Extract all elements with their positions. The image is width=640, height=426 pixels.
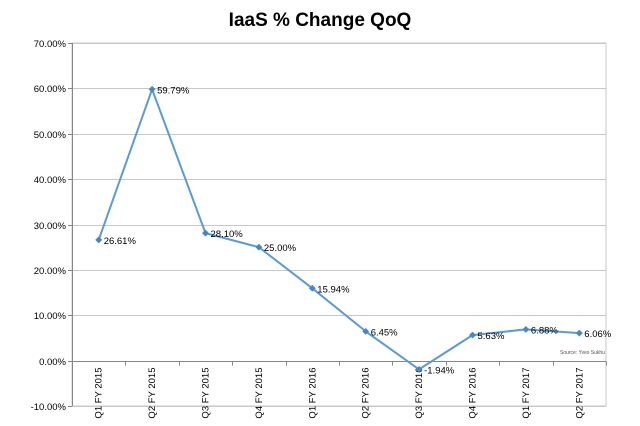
x-category-label: Q1 FY 2015 — [94, 368, 105, 419]
chart-title: IaaS % Change QoQ — [229, 10, 412, 31]
series-line — [97, 88, 580, 371]
y-tick-label: 40.00% — [34, 175, 67, 186]
x-category-label: Q3 FY 2015 — [201, 368, 212, 419]
axes: 70.00% 60.00% 50.00% 40.00% 30.00% 20.00% 10.0… — [31, 39, 607, 419]
y-tick-label: 50.00% — [34, 130, 67, 141]
y-tick-label: 60.00% — [34, 84, 67, 95]
data-label: 25.00% — [264, 243, 297, 254]
data-label: 28.10% — [211, 229, 244, 240]
series-line-group — [97, 88, 580, 371]
gridlines — [71, 42, 607, 407]
data-labels: 26.61% 59.79% 28.10% 25.00% 15.94% 6.45% -1.94… — [104, 85, 612, 376]
x-category-label: Q1 FY 2016 — [307, 368, 318, 419]
data-label: -1.94% — [424, 365, 455, 376]
data-label: 6.45% — [371, 327, 398, 338]
data-label: 26.61% — [104, 236, 137, 247]
data-point-marker — [522, 325, 530, 333]
data-point-marker — [95, 236, 103, 244]
data-label: 59.79% — [157, 85, 190, 96]
data-point-marker — [362, 327, 370, 335]
x-category-label: Q1 FY 2017 — [521, 368, 532, 419]
data-label: 5.63% — [478, 331, 505, 342]
x-category-label: Q2 FY 2016 — [361, 368, 372, 419]
data-point-marker — [308, 284, 316, 292]
data-point-marker — [415, 365, 423, 373]
x-category-label: Q2 FY 2017 — [574, 368, 585, 419]
x-category-label: Q2 FY 2015 — [147, 368, 158, 419]
y-tick-label: 10.00% — [34, 311, 67, 322]
source-note: Source: Yves Sukhu — [560, 350, 605, 356]
x-category-label: Q3 FY 2016 — [414, 368, 425, 419]
x-category-label: Q4 FY 2016 — [468, 368, 479, 419]
data-label: 6.88% — [531, 325, 558, 336]
plot-area-border — [71, 42, 607, 407]
x-category-label: Q4 FY 2015 — [254, 368, 265, 419]
y-tick-label: 70.00% — [34, 39, 67, 50]
y-tick-label: 0.00% — [39, 357, 66, 368]
data-point-marker — [148, 85, 156, 93]
y-tick-label: 30.00% — [34, 221, 67, 232]
data-point-marker — [255, 243, 263, 251]
data-point-marker — [468, 331, 477, 339]
data-label: 15.94% — [317, 284, 350, 295]
data-point-marker — [575, 329, 583, 337]
data-point-marker — [201, 229, 210, 237]
data-markers — [95, 85, 583, 373]
y-tick-label: -10.00% — [31, 402, 67, 413]
data-label: 6.06% — [584, 329, 611, 340]
y-tick-label: 20.00% — [34, 266, 67, 277]
